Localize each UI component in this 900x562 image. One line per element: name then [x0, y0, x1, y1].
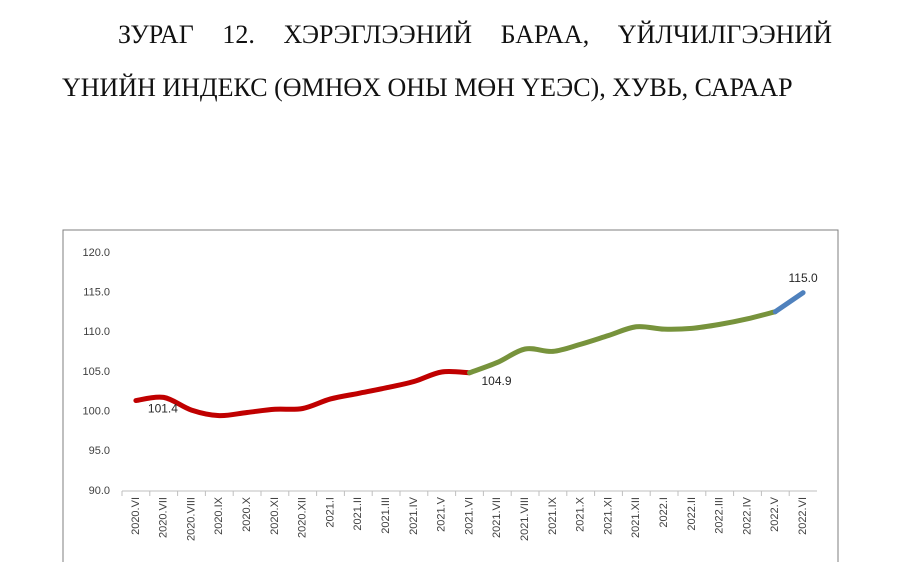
- chart-frame: [62, 229, 839, 562]
- x-tick-label: 2021.XI: [602, 497, 614, 535]
- chart-title: ЗУРАГ 12. ХЭРЭГЛЭЭНИЙ БАРАА, ҮЙЛЧИЛГЭЭНИ…: [62, 20, 832, 102]
- series-line: [133, 368, 472, 419]
- x-tick-label: 2022.V: [769, 496, 781, 532]
- series-line: [467, 309, 778, 376]
- x-tick-label: 2021.XII: [630, 497, 642, 538]
- data-label: 115.0: [789, 271, 818, 285]
- x-tick-label: 2022.VI: [797, 497, 809, 535]
- y-tick-label: 90.0: [89, 485, 110, 497]
- x-tick-label: 2021.IX: [547, 496, 559, 535]
- x-tick-label: 2020.IX: [213, 496, 225, 535]
- x-tick-label: 2020.VIII: [185, 497, 197, 541]
- x-tick-label: 2020.XII: [297, 497, 309, 538]
- x-tick-label: 2022.IV: [741, 496, 753, 535]
- x-tick-label: 2021.VIII: [519, 497, 531, 541]
- data-label: 104.9: [482, 374, 512, 388]
- y-tick-label: 95.0: [89, 445, 110, 457]
- x-tick-label: 2020.XI: [269, 497, 281, 535]
- y-tick-label: 120.0: [82, 247, 110, 259]
- x-tick-label: 2021.VII: [491, 497, 503, 538]
- x-tick-label: 2021.V: [436, 496, 448, 532]
- x-tick-label: 2021.III: [380, 497, 392, 534]
- y-tick-label: 115.0: [83, 287, 110, 299]
- series-line: [772, 290, 806, 315]
- x-tick-label: 2021.VI: [463, 497, 475, 535]
- y-tick-label: 105.0: [82, 366, 110, 378]
- y-tick-label: 100.0: [82, 406, 110, 418]
- x-tick-label: 2020.VI: [130, 497, 142, 535]
- x-tick-label: 2021.X: [575, 496, 587, 532]
- y-tick-label: 110.0: [83, 326, 110, 338]
- x-tick-label: 2022.I: [658, 497, 670, 528]
- x-tick-label: 2020.X: [241, 496, 253, 532]
- data-label: 101.4: [148, 402, 178, 416]
- x-tick-label: 2021.IV: [408, 496, 420, 535]
- x-tick-label: 2022.III: [714, 497, 726, 534]
- x-tick-label: 2020.VII: [158, 497, 170, 538]
- x-tick-label: 2021.I: [324, 497, 336, 528]
- x-tick-label: 2021.II: [352, 497, 364, 531]
- x-tick-label: 2022.II: [686, 497, 698, 531]
